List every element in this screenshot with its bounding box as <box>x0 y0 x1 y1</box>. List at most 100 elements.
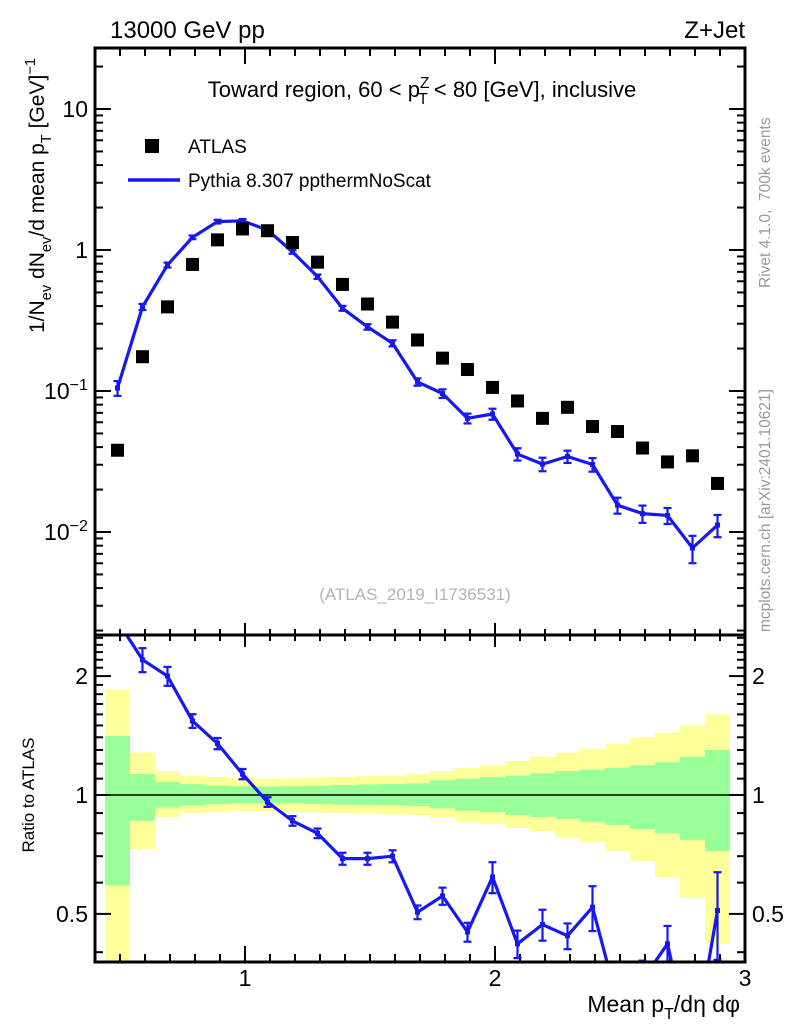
atlas-point <box>611 425 624 439</box>
pythia-point <box>540 461 545 467</box>
ratio-point <box>190 718 195 724</box>
ratio-point <box>290 818 295 824</box>
pythia-point <box>165 262 170 268</box>
ratio-point <box>640 978 645 983</box>
legend-pythia-label: Pythia 8.307 ppthermNoScat <box>188 171 432 192</box>
plot-title: Toward region, 60 < pZ T < 80 [GeV], incl… <box>208 75 637 108</box>
atlas-point <box>536 411 549 425</box>
atlas-point <box>511 394 524 408</box>
ratio-point <box>415 909 420 915</box>
band-green <box>605 768 630 825</box>
x-axis-label: Mean pT/dη dφ <box>587 991 740 1023</box>
y-main-tick-label: 1 <box>75 237 88 263</box>
atlas-point <box>386 315 399 329</box>
pythia-point <box>465 415 470 421</box>
ratio-point <box>165 673 170 679</box>
ratio-point <box>140 657 145 663</box>
atlas-point <box>236 222 249 236</box>
atlas-point <box>561 400 574 414</box>
ratio-point <box>390 853 395 859</box>
ratio-point <box>515 941 520 947</box>
atlas-point <box>161 300 174 314</box>
x-tick-label: 2 <box>489 965 502 991</box>
ratio-point <box>115 618 120 623</box>
pythia-point <box>315 274 320 280</box>
atlas-point <box>186 257 199 271</box>
y-ratio-tick-label-right: 0.5 <box>752 901 784 927</box>
band-green <box>130 774 155 821</box>
atlas-point <box>486 380 499 394</box>
pythia-point <box>565 454 570 460</box>
atlas-point <box>211 233 224 247</box>
ratio-point <box>365 856 370 862</box>
process-label: Z+Jet <box>684 17 745 44</box>
pythia-curve-main <box>113 217 722 565</box>
pythia-point <box>215 219 220 225</box>
pythia-point <box>340 305 345 311</box>
axis-tick-labels: 10 1 10−1 10−2 2 2 1 1 0.5 0.5 1 2 3 <box>44 96 784 991</box>
y-ratio-tick-label-right: 1 <box>752 782 765 808</box>
ratio-point <box>715 908 720 914</box>
band-green <box>705 749 730 852</box>
pythia-point <box>665 512 670 518</box>
rivet-version-note: Rivet 4.1.0, 700k events <box>757 117 774 288</box>
y-main-tick-label: 10−2 <box>44 517 88 545</box>
ratio-point <box>240 771 245 777</box>
band-green <box>630 765 655 830</box>
ratio-point <box>665 941 670 947</box>
pythia-point <box>640 511 645 517</box>
band-green <box>105 736 130 886</box>
atlas-point <box>661 455 674 469</box>
pythia-curve-ratio <box>115 618 722 983</box>
y-axis-label-main: 1/Nev dNev/d mean pT [GeV]−1 <box>23 58 55 333</box>
pythia-point <box>240 218 245 224</box>
ratio-point <box>440 893 445 899</box>
ratio-point <box>540 922 545 928</box>
legend-atlas-marker <box>145 139 159 153</box>
atlas-point <box>136 350 149 364</box>
analysis-watermark: (ATLAS_2019_I1736531) <box>319 585 511 604</box>
ratio-point <box>465 929 470 935</box>
atlas-point <box>261 224 274 238</box>
atlas-point <box>411 333 424 347</box>
legend: ATLAS Pythia 8.307 ppthermNoScat <box>128 137 432 192</box>
panel-frames <box>93 46 747 964</box>
pythia-point <box>415 379 420 385</box>
ratio-point <box>340 856 345 862</box>
ratio-point <box>265 799 270 805</box>
band-green <box>680 756 705 840</box>
ratio-point <box>565 933 570 939</box>
y-main-tick-label: 10−1 <box>44 376 88 404</box>
atlas-point <box>711 476 724 490</box>
atlas-point <box>636 441 649 455</box>
ratio-point <box>490 874 495 880</box>
atlas-point <box>336 277 349 291</box>
pythia-point <box>490 411 495 417</box>
legend-atlas-label: ATLAS <box>188 137 247 158</box>
y-main-tick-label: 10 <box>62 96 88 122</box>
atlas-point <box>586 420 599 434</box>
x-tick-label: 3 <box>739 965 752 991</box>
pythia-point <box>140 304 145 310</box>
pythia-point <box>115 385 120 391</box>
atlas-point <box>111 443 124 457</box>
pythia-point <box>365 324 370 330</box>
ratio-point <box>215 741 220 747</box>
pythia-point <box>190 234 195 240</box>
atlas-point <box>686 449 699 463</box>
y-ratio-tick-label-right: 2 <box>752 663 765 689</box>
x-tick-label: 1 <box>239 965 252 991</box>
y-ratio-tick-label: 1 <box>75 782 88 808</box>
pythia-point <box>615 502 620 508</box>
y-ratio-tick-label: 2 <box>75 663 88 689</box>
atlas-data-points <box>111 222 724 490</box>
beam-label: 13000 GeV pp <box>110 17 265 44</box>
y-axis-label-ratio: Ratio to ATLAS <box>19 738 38 853</box>
atlas-point <box>311 255 324 269</box>
ratio-point <box>590 904 595 910</box>
pythia-point <box>290 249 295 255</box>
pythia-point <box>690 545 695 551</box>
atlas-point <box>461 363 474 377</box>
pythia-point <box>590 462 595 468</box>
